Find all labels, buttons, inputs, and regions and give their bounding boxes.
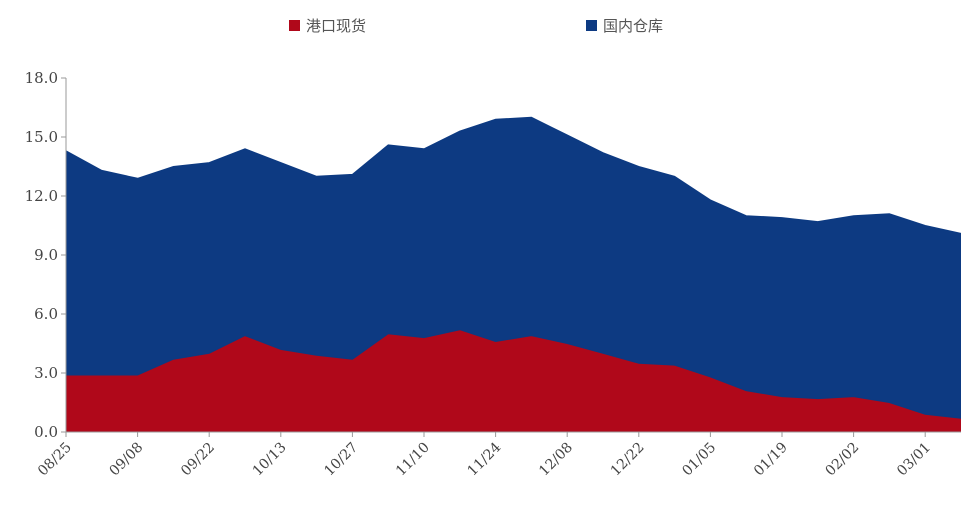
x-tick-label: 02/02 (823, 440, 863, 480)
legend-swatch-port-spot (289, 20, 300, 31)
y-tick-label: 15.0 (25, 128, 58, 146)
legend-label-port-spot: 港口现货 (306, 17, 366, 35)
x-tick-label: 09/08 (107, 440, 147, 480)
x-tick-label: 10/13 (250, 440, 290, 480)
area-series-1 (65, 116, 961, 419)
y-tick-label: 3.0 (34, 364, 58, 382)
y-axis-ticks: 0.0 3.0 6.0 9.0 12.0 15.0 18.0 (25, 69, 66, 441)
x-tick-label: 03/01 (894, 440, 934, 480)
y-tick-label: 18.0 (25, 69, 58, 87)
legend: 港口现货 国内仓库 (289, 17, 663, 35)
legend-swatch-domestic-warehouse (586, 20, 597, 31)
x-tick-label: 11/24 (465, 439, 505, 479)
x-tick-label: 01/05 (679, 440, 719, 480)
x-tick-label: 09/22 (178, 440, 218, 480)
y-tick-label: 12.0 (25, 187, 58, 205)
x-tick-label: 10/27 (321, 440, 361, 480)
y-tick-label: 0.0 (34, 423, 58, 441)
x-tick-label: 01/19 (751, 440, 791, 480)
x-tick-label: 08/25 (35, 440, 75, 480)
x-tick-label: 12/22 (608, 440, 648, 480)
x-axis-ticks: 08/25 09/08 09/22 10/13 10/27 11/10 11/24 12/08… (35, 432, 934, 479)
y-tick-label: 9.0 (34, 246, 58, 264)
y-tick-label: 6.0 (34, 305, 58, 323)
x-tick-label: 11/10 (393, 440, 433, 480)
legend-label-domestic-warehouse: 国内仓库 (603, 17, 663, 35)
x-tick-label: 12/08 (536, 440, 576, 480)
series-areas (65, 116, 961, 433)
